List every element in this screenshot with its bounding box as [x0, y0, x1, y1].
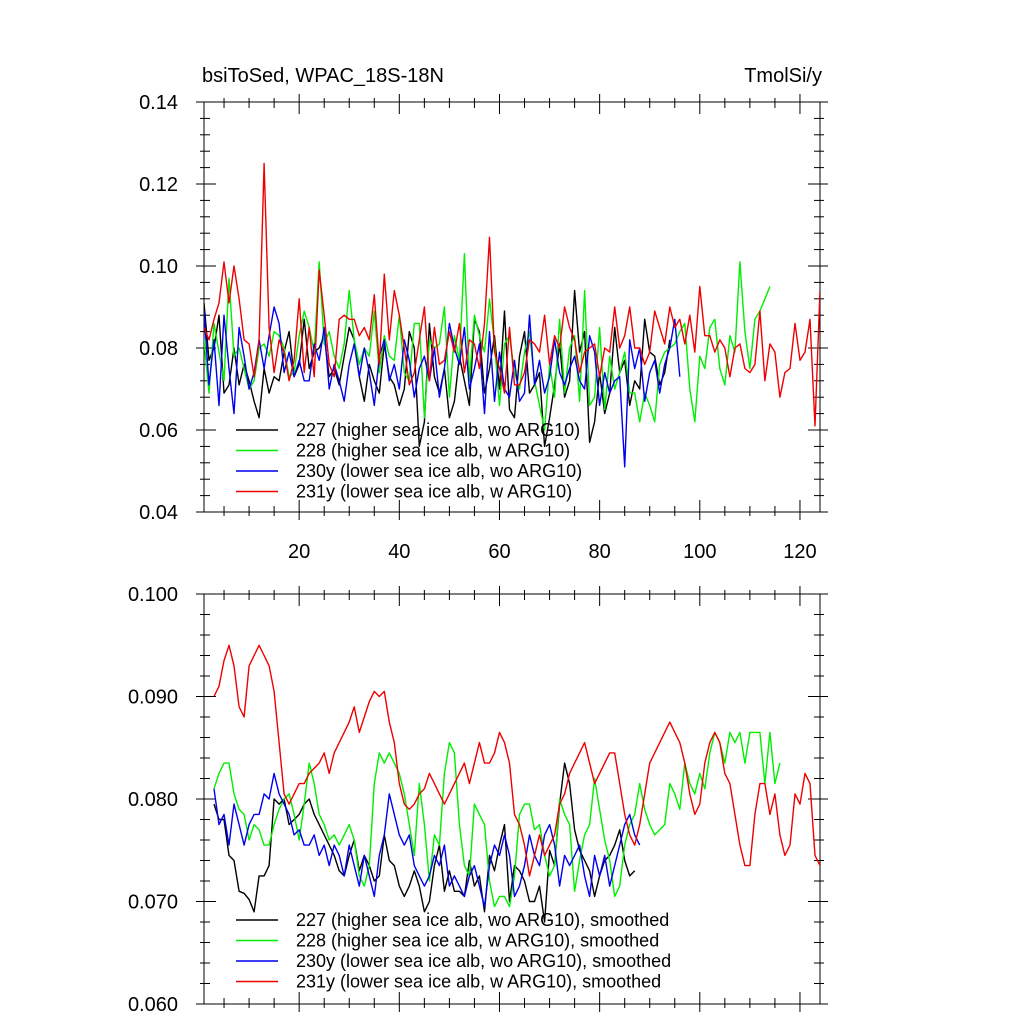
x-tick-label: 100 [683, 541, 716, 563]
chart-title-left: bsiToSed, WPAC_18S-18N [202, 65, 444, 87]
y-tick-label: 0.080 [128, 789, 178, 811]
x-tick-label: 20 [288, 541, 310, 563]
y-tick-label: 0.04 [139, 502, 178, 524]
y-tick-label: 0.06 [139, 420, 178, 442]
legend-label-2: 230y (lower sea ice alb, wo ARG10), smoo… [296, 951, 671, 971]
y-tick-label: 0.14 [139, 92, 178, 114]
x-tick-label: 80 [589, 541, 611, 563]
y-tick-label: 0.12 [139, 174, 178, 196]
legend-label-0: 227 (higher sea ice alb, wo ARG10) [296, 420, 580, 440]
y-tick-label: 0.060 [128, 994, 178, 1016]
x-tick-label: 40 [388, 541, 410, 563]
legend-label-0: 227 (higher sea ice alb, wo ARG10), smoo… [296, 910, 669, 930]
legend-label-3: 231y (lower sea ice alb, w ARG10) [296, 482, 572, 502]
series-line-1 [204, 252, 771, 431]
legend-label-2: 230y (lower sea ice alb, wo ARG10) [296, 461, 582, 481]
legend-label-1: 228 (higher sea ice alb, w ARG10), smoot… [296, 931, 659, 951]
series-line-2 [213, 772, 641, 908]
chart-title-right: TmolSi/y [744, 65, 822, 87]
legend-label-3: 231y (lower sea ice alb, w ARG10), smoot… [296, 972, 661, 992]
y-tick-label: 0.08 [139, 338, 178, 360]
y-tick-label: 0.070 [128, 892, 178, 914]
y-tick-label: 0.10 [139, 256, 178, 278]
x-tick-label: 120 [783, 541, 816, 563]
series-line-3 [204, 162, 820, 427]
x-tick-label: 60 [488, 541, 510, 563]
top-panel: 0.04 0.06 0.08 0.10 0.12 0.14 20 40 60 80 100 120 bs… [139, 65, 828, 563]
legend-label-1: 228 (higher sea ice alb, w ARG10) [296, 441, 570, 461]
series-line-2 [204, 306, 681, 468]
series-line-1 [213, 731, 781, 908]
bottom-panel: 0.060 0.070 0.080 0.090 0.100 227 (higher sea… [128, 584, 828, 1016]
y-tick-label: 0.100 [128, 584, 178, 606]
series-line-0 [204, 289, 671, 448]
series-line-3 [213, 644, 820, 877]
y-tick-label: 0.090 [128, 687, 178, 709]
